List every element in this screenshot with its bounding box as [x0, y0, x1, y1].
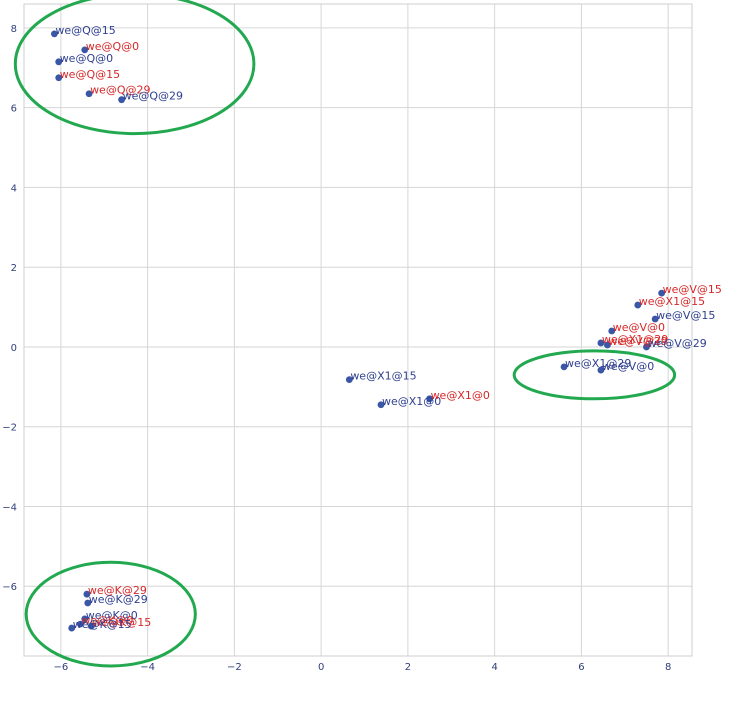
scatter-point [83, 590, 91, 598]
scatter-point [55, 58, 63, 66]
scatter-point [87, 622, 95, 630]
scatter-point [55, 74, 63, 82]
scatter-point [651, 315, 659, 323]
x-tick-label: 2 [405, 662, 411, 673]
x-tick-label: 4 [491, 662, 497, 673]
scatter-point [608, 327, 616, 335]
x-tick-label: −4 [140, 662, 155, 673]
data-points [50, 30, 666, 632]
scatter-point [81, 46, 89, 54]
point-label: we@X1@0 [431, 389, 490, 402]
x-tick-label: 0 [318, 662, 324, 673]
point-label: we@Q@15 [55, 24, 115, 37]
tick-labels: −6 −4 −2 0 2 4 6 8 −6 −4 −2 0 2 4 6 8 [2, 24, 671, 673]
point-label: we@X1@29 [602, 333, 668, 346]
point-label: we@V@0 [602, 360, 654, 373]
scatter-point [597, 339, 605, 347]
scatter-point [118, 96, 125, 104]
point-label: we@Q@0 [86, 40, 139, 53]
point-label: we@K@0 [86, 609, 138, 622]
point-label: we@Q@29 [123, 90, 183, 103]
scatter-point [85, 90, 93, 98]
grid-layer [24, 4, 692, 656]
y-tick-label: 0 [11, 343, 17, 354]
x-tick-label: 6 [578, 662, 584, 673]
scatter-point [84, 599, 92, 607]
x-tick-label: −2 [227, 662, 242, 673]
point-label: we@V@15 [656, 309, 715, 322]
scatter-point [50, 30, 58, 38]
point-label: we@V@0 [613, 321, 665, 334]
scatter-point [81, 615, 89, 623]
plot-frame [23, 3, 693, 657]
scatter-point [634, 301, 642, 309]
point-labels: we@Q@15we@Q@0we@Q@0we@Q@15we@Q@29we@Q@29… [55, 24, 722, 631]
point-label: we@K@15 [73, 618, 132, 631]
annotation-circles [13, 0, 677, 668]
point-label: we@X1@29 [565, 357, 631, 370]
scatter-point [76, 620, 84, 628]
y-tick-label: 8 [11, 24, 17, 35]
scatter-point [345, 376, 353, 384]
y-tick-label: −6 [2, 582, 17, 593]
y-tick-label: 2 [11, 263, 17, 274]
point-label: we@K@0 [81, 614, 133, 627]
y-tick-label: −4 [2, 502, 17, 513]
scatter-point [604, 341, 611, 349]
point-label: we@V@15 [663, 283, 722, 296]
point-label: we@K@29 [88, 584, 147, 597]
point-label: we@V@29 [608, 335, 667, 348]
scatter-point [643, 343, 650, 351]
point-label: we@Q@0 [60, 52, 113, 65]
highlight-ellipse [24, 560, 197, 668]
scatter-point [68, 624, 76, 632]
point-label: we@V@29 [647, 337, 706, 350]
x-tick-label: −6 [53, 662, 68, 673]
scatter-point [597, 366, 605, 374]
scatter-point [377, 401, 385, 409]
scatter-point [658, 289, 666, 297]
point-label: we@Q@15 [60, 68, 120, 81]
y-tick-label: −2 [2, 423, 17, 434]
y-tick-label: 4 [11, 183, 17, 194]
y-tick-label: 6 [11, 104, 17, 115]
scatter-point [426, 395, 433, 403]
point-label: we@X1@15 [350, 370, 416, 383]
x-tick-label: 8 [665, 662, 671, 673]
point-label: we@K@15 [92, 616, 151, 629]
point-label: we@K@29 [89, 593, 148, 606]
point-label: we@X1@15 [639, 295, 705, 308]
point-label: we@Q@29 [90, 84, 150, 97]
highlight-ellipse [13, 0, 256, 136]
point-label: we@X1@0 [382, 395, 441, 408]
scatter-point [560, 363, 568, 371]
highlight-ellipse [512, 349, 677, 401]
